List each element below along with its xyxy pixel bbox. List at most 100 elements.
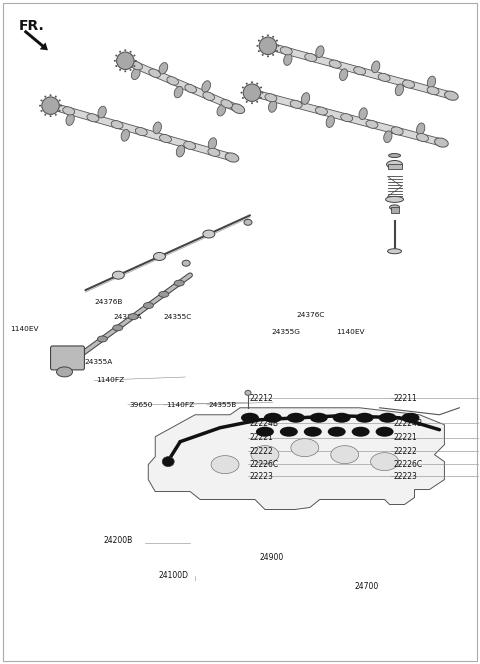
Ellipse shape [149,69,160,78]
Ellipse shape [387,249,402,254]
Ellipse shape [262,36,264,38]
Ellipse shape [130,50,132,52]
Ellipse shape [184,141,196,149]
Ellipse shape [280,46,292,55]
Ellipse shape [57,367,72,377]
Ellipse shape [87,114,99,122]
Ellipse shape [385,197,404,203]
Ellipse shape [391,127,403,135]
Ellipse shape [124,49,126,51]
Ellipse shape [231,104,245,114]
Ellipse shape [42,97,59,114]
Ellipse shape [402,413,420,423]
Ellipse shape [98,106,106,118]
Ellipse shape [176,145,185,157]
Ellipse shape [124,70,126,72]
Ellipse shape [144,303,154,309]
Text: 39650: 39650 [130,402,153,408]
Text: 22226C: 22226C [393,460,422,469]
Ellipse shape [379,413,396,423]
Ellipse shape [262,92,264,94]
Ellipse shape [242,86,244,88]
Ellipse shape [44,114,46,116]
Ellipse shape [182,260,190,266]
Ellipse shape [326,116,335,127]
Text: 24900: 24900 [259,552,283,562]
Ellipse shape [256,427,274,437]
Text: 22222: 22222 [250,447,273,456]
Text: 22222: 22222 [393,447,417,456]
Ellipse shape [119,69,121,71]
Ellipse shape [390,205,399,210]
Ellipse shape [331,446,359,463]
Ellipse shape [427,87,439,95]
Ellipse shape [174,86,183,98]
Ellipse shape [256,82,258,84]
Ellipse shape [208,137,216,149]
Ellipse shape [256,101,258,103]
Ellipse shape [119,50,121,52]
Ellipse shape [354,66,366,75]
Ellipse shape [427,76,436,88]
Ellipse shape [167,76,179,85]
Ellipse shape [260,97,262,99]
Ellipse shape [44,96,46,98]
Text: 22223: 22223 [393,472,417,481]
Ellipse shape [395,84,404,96]
Ellipse shape [328,427,346,437]
Ellipse shape [376,427,394,437]
Ellipse shape [267,35,269,37]
Ellipse shape [384,131,392,143]
Ellipse shape [174,280,184,286]
Ellipse shape [112,271,124,279]
Ellipse shape [310,413,328,423]
Ellipse shape [366,120,378,128]
Ellipse shape [276,50,278,52]
FancyBboxPatch shape [50,346,84,370]
Text: 24700: 24700 [355,582,379,592]
Text: FR.: FR. [19,19,44,33]
Ellipse shape [246,82,248,84]
Ellipse shape [305,53,317,62]
Ellipse shape [284,54,292,65]
FancyArrow shape [24,30,48,50]
Ellipse shape [221,100,232,108]
Ellipse shape [114,60,116,62]
Ellipse shape [115,65,117,67]
Polygon shape [148,408,444,509]
Text: 22224B: 22224B [393,419,422,428]
Ellipse shape [59,110,60,112]
Ellipse shape [245,390,251,395]
Ellipse shape [208,148,220,157]
Polygon shape [124,58,240,112]
Ellipse shape [333,413,351,423]
Text: 24376C: 24376C [296,313,324,319]
Ellipse shape [132,68,140,80]
Ellipse shape [59,100,60,102]
Text: 24100D: 24100D [158,571,189,580]
Ellipse shape [115,54,117,56]
Ellipse shape [240,92,242,94]
Text: 24355C: 24355C [163,315,192,321]
Ellipse shape [225,153,239,162]
Text: 1140FZ: 1140FZ [96,377,125,383]
Ellipse shape [290,100,302,108]
Ellipse shape [356,413,373,423]
Ellipse shape [272,54,274,56]
Ellipse shape [339,69,348,80]
Polygon shape [267,42,452,99]
Ellipse shape [243,84,261,102]
Ellipse shape [260,86,262,88]
Ellipse shape [117,52,134,70]
Bar [387,165,402,169]
Ellipse shape [128,313,138,319]
Ellipse shape [256,45,258,47]
Ellipse shape [264,413,282,423]
Text: 24355G: 24355G [271,329,300,335]
Ellipse shape [159,291,169,297]
Ellipse shape [258,50,260,52]
Ellipse shape [111,121,123,129]
Text: 22221: 22221 [250,434,273,442]
Ellipse shape [162,457,174,467]
Text: 24377A: 24377A [113,315,142,321]
